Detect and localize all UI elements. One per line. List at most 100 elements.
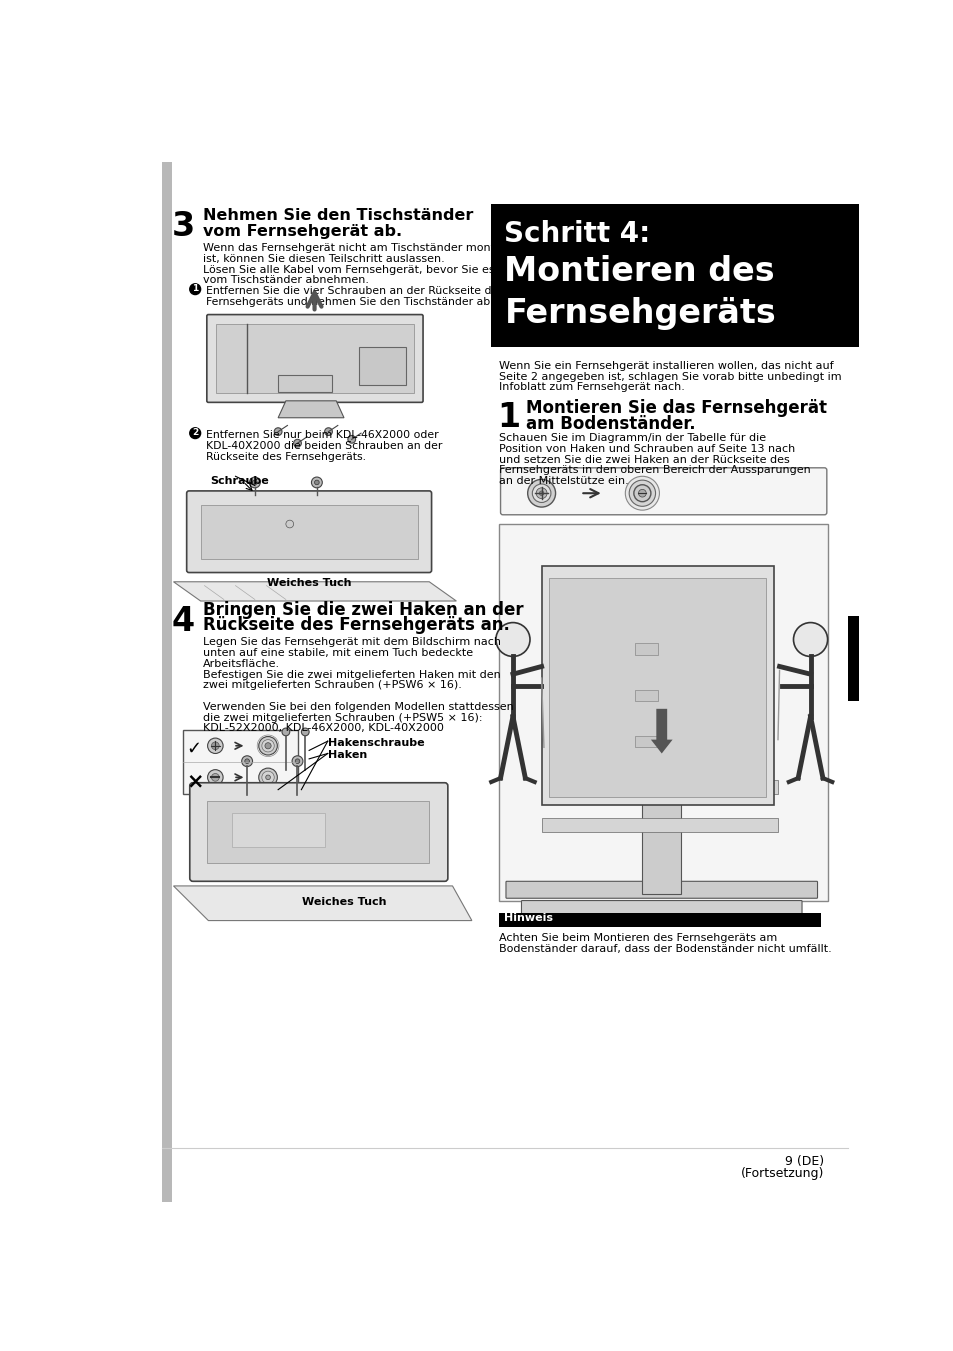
Circle shape bbox=[536, 488, 546, 499]
Text: Position von Haken und Schrauben auf Seite 13 nach: Position von Haken und Schrauben auf Sei… bbox=[498, 444, 795, 454]
FancyBboxPatch shape bbox=[187, 490, 431, 573]
Circle shape bbox=[314, 480, 319, 485]
Bar bbox=[359, 347, 406, 385]
Circle shape bbox=[245, 759, 249, 763]
Circle shape bbox=[282, 728, 290, 736]
FancyBboxPatch shape bbox=[207, 315, 422, 403]
Bar bbox=[541, 819, 778, 832]
Circle shape bbox=[629, 480, 655, 507]
Text: Lösen Sie alle Kabel vom Fernsehgerät, bevor Sie es: Lösen Sie alle Kabel vom Fernsehgerät, b… bbox=[203, 265, 494, 274]
Polygon shape bbox=[278, 401, 344, 417]
Text: Arbeitsfläche.: Arbeitsfläche. bbox=[203, 659, 280, 669]
Text: Achten Sie beim Montieren des Fernsehgeräts am: Achten Sie beim Montieren des Fernsehger… bbox=[498, 934, 777, 943]
Text: Befestigen Sie die zwei mitgelieferten Haken mit den: Befestigen Sie die zwei mitgelieferten H… bbox=[203, 670, 500, 680]
Circle shape bbox=[311, 477, 322, 488]
Text: Weiches Tuch: Weiches Tuch bbox=[301, 897, 386, 908]
Circle shape bbox=[638, 489, 645, 497]
Text: Verwenden Sie bei den folgenden Modellen stattdessen: Verwenden Sie bei den folgenden Modellen… bbox=[203, 703, 513, 712]
Text: vom Fernsehgerät ab.: vom Fernsehgerät ab. bbox=[203, 224, 401, 239]
Bar bbox=[498, 524, 827, 901]
Circle shape bbox=[633, 485, 650, 501]
Text: Schraube: Schraube bbox=[211, 477, 269, 486]
Polygon shape bbox=[173, 582, 456, 601]
Text: die zwei mitgelieferten Schrauben (+PSW5 × 16):: die zwei mitgelieferten Schrauben (+PSW5… bbox=[203, 713, 482, 723]
Circle shape bbox=[286, 520, 294, 528]
Circle shape bbox=[496, 623, 530, 657]
Circle shape bbox=[190, 284, 200, 295]
Circle shape bbox=[527, 480, 555, 507]
Text: Weiches Tuch: Weiches Tuch bbox=[267, 578, 351, 588]
Circle shape bbox=[208, 738, 223, 754]
Bar bbox=[634, 643, 658, 655]
Text: Wenn das Fernsehgerät nicht am Tischständer montiert: Wenn das Fernsehgerät nicht am Tischstän… bbox=[203, 243, 514, 253]
Text: Hakenschraube: Hakenschraube bbox=[328, 738, 425, 748]
Text: Schauen Sie im Diagramm/in der Tabelle für die: Schauen Sie im Diagramm/in der Tabelle f… bbox=[498, 434, 765, 443]
Text: ist, können Sie diesen Teilschritt auslassen.: ist, können Sie diesen Teilschritt ausla… bbox=[203, 254, 444, 263]
Bar bbox=[207, 801, 429, 863]
Text: Fernsehgeräts und nehmen Sie den Tischständer ab.: Fernsehgeräts und nehmen Sie den Tischst… bbox=[206, 297, 493, 307]
Text: 1: 1 bbox=[497, 401, 520, 434]
FancyBboxPatch shape bbox=[521, 901, 801, 913]
Circle shape bbox=[532, 484, 550, 503]
Circle shape bbox=[208, 770, 223, 785]
Text: 9 (DE): 9 (DE) bbox=[784, 1155, 823, 1169]
Text: Fernsehgeräts in den oberen Bereich der Aussparungen: Fernsehgeräts in den oberen Bereich der … bbox=[498, 466, 810, 476]
Bar bbox=[162, 162, 172, 1202]
FancyBboxPatch shape bbox=[190, 782, 447, 881]
FancyArrow shape bbox=[650, 709, 672, 754]
FancyBboxPatch shape bbox=[505, 881, 817, 898]
Text: Bringen Sie die zwei Haken an der: Bringen Sie die zwei Haken an der bbox=[203, 601, 523, 619]
Circle shape bbox=[249, 477, 260, 488]
Bar bbox=[541, 566, 773, 805]
Text: Seite 2 angegeben ist, schlagen Sie vorab bitte unbedingt im: Seite 2 angegeben ist, schlagen Sie vora… bbox=[498, 372, 841, 381]
Circle shape bbox=[793, 623, 827, 657]
Text: Nehmen Sie den Tischständer: Nehmen Sie den Tischständer bbox=[203, 208, 473, 223]
Text: ✓: ✓ bbox=[186, 739, 201, 758]
Text: ×: × bbox=[186, 771, 203, 792]
Circle shape bbox=[253, 480, 257, 485]
Text: und setzen Sie die zwei Haken an der Rückseite des: und setzen Sie die zwei Haken an der Rüc… bbox=[498, 455, 789, 465]
Text: Rückseite des Fernsehgeräts.: Rückseite des Fernsehgeräts. bbox=[206, 451, 366, 462]
Circle shape bbox=[212, 742, 219, 750]
Text: Infoblatt zum Fernsehgerät nach.: Infoblatt zum Fernsehgerät nach. bbox=[498, 382, 684, 392]
Bar bbox=[183, 731, 297, 793]
Circle shape bbox=[294, 439, 301, 447]
Circle shape bbox=[292, 755, 303, 766]
Text: Haken: Haken bbox=[328, 750, 367, 761]
Circle shape bbox=[241, 755, 253, 766]
Text: unten auf eine stabile, mit einem Tuch bedeckte: unten auf eine stabile, mit einem Tuch b… bbox=[203, 648, 473, 658]
Polygon shape bbox=[173, 886, 472, 920]
Bar bbox=[498, 913, 820, 927]
Text: Entfernen Sie nur beim KDL-46X2000 oder: Entfernen Sie nur beim KDL-46X2000 oder bbox=[206, 430, 438, 440]
Circle shape bbox=[274, 428, 282, 435]
Circle shape bbox=[624, 477, 659, 511]
Text: Bodenständer darauf, dass der Bodenständer nicht umfällt.: Bodenständer darauf, dass der Bodenständ… bbox=[498, 943, 831, 954]
Text: (Fortsetzung): (Fortsetzung) bbox=[740, 1167, 823, 1179]
Circle shape bbox=[348, 435, 355, 443]
Text: KDL-52X2000, KDL-46X2000, KDL-40X2000: KDL-52X2000, KDL-46X2000, KDL-40X2000 bbox=[203, 723, 443, 734]
Circle shape bbox=[324, 428, 332, 435]
Bar bbox=[641, 624, 680, 893]
Circle shape bbox=[294, 759, 299, 763]
Text: 3: 3 bbox=[172, 209, 195, 243]
Text: an der Mittelstütze ein.: an der Mittelstütze ein. bbox=[498, 477, 628, 486]
Text: Rückseite des Fernsehgeräts an.: Rückseite des Fernsehgeräts an. bbox=[203, 616, 509, 635]
Bar bbox=[634, 736, 658, 747]
Text: Legen Sie das Fernsehgerät mit dem Bildschirm nach: Legen Sie das Fernsehgerät mit dem Bilds… bbox=[203, 638, 500, 647]
Circle shape bbox=[258, 736, 277, 755]
Bar bbox=[549, 578, 765, 797]
Circle shape bbox=[266, 775, 270, 780]
Circle shape bbox=[538, 490, 543, 496]
Circle shape bbox=[261, 739, 274, 753]
Text: 1: 1 bbox=[192, 284, 198, 293]
Text: zwei mitgelieferten Schrauben (+PSW6 × 16).: zwei mitgelieferten Schrauben (+PSW6 × 1… bbox=[203, 681, 461, 690]
Bar bbox=[491, 204, 858, 347]
Circle shape bbox=[301, 728, 309, 736]
Text: Schritt 4:: Schritt 4: bbox=[504, 220, 650, 247]
Circle shape bbox=[261, 771, 274, 784]
Bar bbox=[847, 624, 858, 701]
Circle shape bbox=[265, 743, 271, 748]
Text: 2: 2 bbox=[192, 428, 198, 436]
Text: Montieren Sie das Fernsehgerät: Montieren Sie das Fernsehgerät bbox=[525, 400, 826, 417]
Text: KDL-40X2000 die beiden Schrauben an der: KDL-40X2000 die beiden Schrauben an der bbox=[206, 440, 442, 451]
